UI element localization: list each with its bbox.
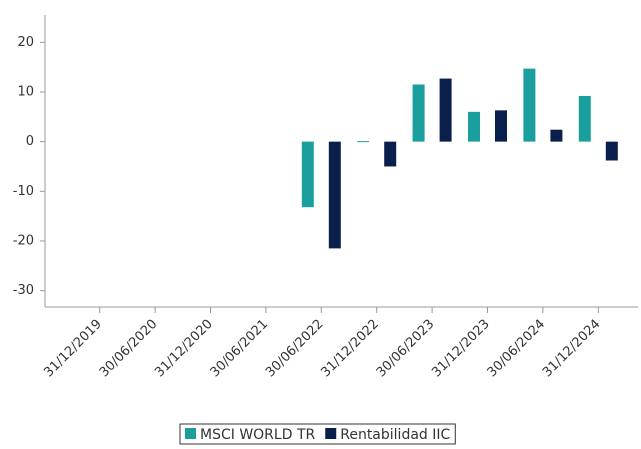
bar [605,141,618,161]
bar [523,68,536,142]
x-tick-label: 30/06/2021 [208,317,272,381]
x-tick-label: 31/12/2023 [429,317,493,381]
bar [328,141,341,249]
bar [301,141,314,208]
bar [439,78,452,142]
y-tick-label: 20 [17,35,34,50]
y-tick-label: -10 [13,184,34,199]
x-tick-label: 30/06/2024 [485,317,549,381]
legend-label: MSCI WORLD TR [200,427,315,443]
y-tick-label: 10 [17,84,34,99]
y-tick-label: 0 [26,134,34,149]
y-tick-label: -20 [13,233,34,248]
bar [412,84,425,142]
bar [384,141,397,167]
bar [468,111,480,142]
bar [550,129,563,142]
x-tick-label: 30/06/2022 [263,317,327,381]
x-tick-label: 31/12/2022 [318,317,382,381]
bar [495,110,507,142]
legend-swatch [325,428,337,439]
x-tick-label: 31/12/2019 [41,317,105,381]
x-tick-label: 31/12/2020 [152,317,216,381]
x-tick-label: 31/12/2024 [540,317,604,381]
legend-label: Rentabilidad IIC [340,427,450,443]
x-tick-label: 30/06/2020 [97,317,161,381]
legend-box [179,423,456,445]
legend-swatch [185,428,196,439]
y-tick-label: -30 [13,283,34,298]
x-tick-label: 30/06/2023 [374,317,438,381]
bar [578,95,591,142]
bar [357,141,370,143]
